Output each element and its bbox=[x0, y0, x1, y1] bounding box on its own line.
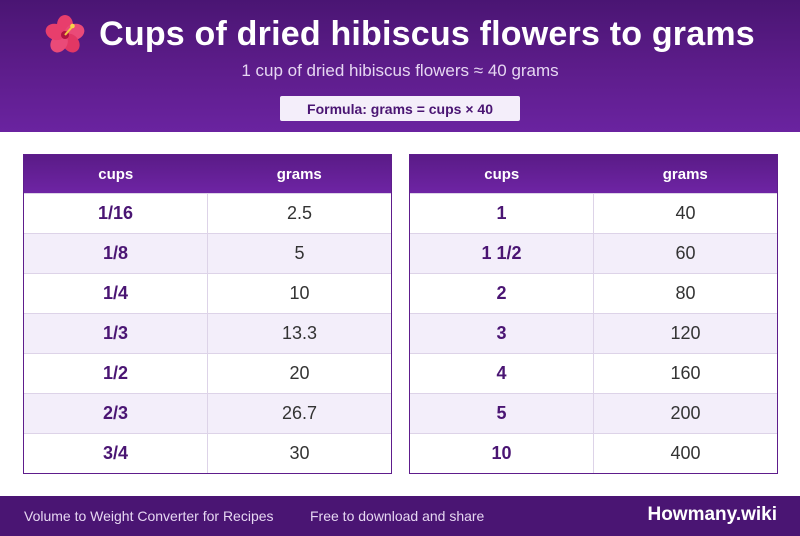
table-row: 5 200 bbox=[410, 393, 777, 433]
table-header: cups grams bbox=[24, 155, 391, 193]
table-row: 10 400 bbox=[410, 433, 777, 473]
cups-cell: 1/2 bbox=[24, 354, 208, 393]
cups-cell: 1/3 bbox=[24, 314, 208, 353]
cups-cell: 1/8 bbox=[24, 234, 208, 273]
table-row: 1/8 5 bbox=[24, 233, 391, 273]
grams-cell: 40 bbox=[675, 203, 696, 223]
brand-logo-text[interactable]: Howmany.wiki bbox=[647, 504, 777, 525]
column-header-cups: cups bbox=[98, 165, 134, 183]
table-row: 3 120 bbox=[410, 313, 777, 353]
table-header: cups grams bbox=[410, 155, 777, 193]
cups-cell: 3/4 bbox=[24, 434, 208, 473]
cups-cell: 10 bbox=[410, 434, 594, 473]
grams-cell: 5 bbox=[294, 243, 305, 263]
cups-cell: 1/16 bbox=[24, 194, 208, 233]
cups-cell: 2 bbox=[410, 274, 594, 313]
column-header-grams: grams bbox=[662, 165, 708, 183]
page-title: Cups of dried hibiscus flowers to grams bbox=[99, 14, 755, 53]
grams-cell: 10 bbox=[289, 283, 310, 303]
title-row: Cups of dried hibiscus flowers to grams bbox=[0, 12, 800, 56]
table-row: 1/3 13.3 bbox=[24, 313, 391, 353]
table-row: 1 40 bbox=[410, 193, 777, 233]
cups-cell: 5 bbox=[410, 394, 594, 433]
page-subtitle: 1 cup of dried hibiscus flowers ≈ 40 gra… bbox=[241, 61, 559, 80]
grams-cell: 80 bbox=[675, 283, 696, 303]
grams-cell: 13.3 bbox=[281, 323, 318, 343]
grams-cell: 60 bbox=[675, 243, 696, 263]
hibiscus-icon bbox=[45, 15, 85, 53]
table-row: 1/2 20 bbox=[24, 353, 391, 393]
footer-tagline: Volume to Weight Converter for Recipes bbox=[24, 508, 274, 524]
cups-cell: 2/3 bbox=[24, 394, 208, 433]
grams-cell: 200 bbox=[670, 403, 701, 423]
footer-bar: Volume to Weight Converter for Recipes F… bbox=[0, 496, 800, 536]
grams-cell: 30 bbox=[289, 443, 310, 463]
table-row: 1/4 10 bbox=[24, 273, 391, 313]
table-row: 1 1/2 60 bbox=[410, 233, 777, 273]
cups-cell: 1/4 bbox=[24, 274, 208, 313]
cups-cell: 1 bbox=[410, 194, 594, 233]
conversion-table-right: cups grams 1 40 1 1/2 60 2 80 3 120 4 16… bbox=[409, 154, 778, 474]
conversion-table-left: cups grams 1/16 2.5 1/8 5 1/4 10 1/3 13.… bbox=[23, 154, 392, 474]
grams-cell: 26.7 bbox=[281, 403, 318, 423]
column-header-grams: grams bbox=[276, 165, 322, 183]
grams-cell: 160 bbox=[670, 363, 701, 383]
table-row: 3/4 30 bbox=[24, 433, 391, 473]
cups-cell: 3 bbox=[410, 314, 594, 353]
grams-cell: 2.5 bbox=[286, 203, 313, 223]
table-row: 2/3 26.7 bbox=[24, 393, 391, 433]
column-header-cups: cups bbox=[484, 165, 520, 183]
grams-cell: 20 bbox=[289, 363, 310, 383]
grams-cell: 400 bbox=[670, 443, 701, 463]
table-row: 2 80 bbox=[410, 273, 777, 313]
table-row: 1/16 2.5 bbox=[24, 193, 391, 233]
header-banner: Cups of dried hibiscus flowers to grams … bbox=[0, 0, 800, 132]
grams-cell: 120 bbox=[670, 323, 701, 343]
cups-cell: 1 1/2 bbox=[410, 234, 594, 273]
table-row: 4 160 bbox=[410, 353, 777, 393]
footer-share-text: Free to download and share bbox=[310, 508, 485, 524]
cups-cell: 4 bbox=[410, 354, 594, 393]
formula-badge: Formula: grams = cups × 40 bbox=[280, 96, 520, 121]
